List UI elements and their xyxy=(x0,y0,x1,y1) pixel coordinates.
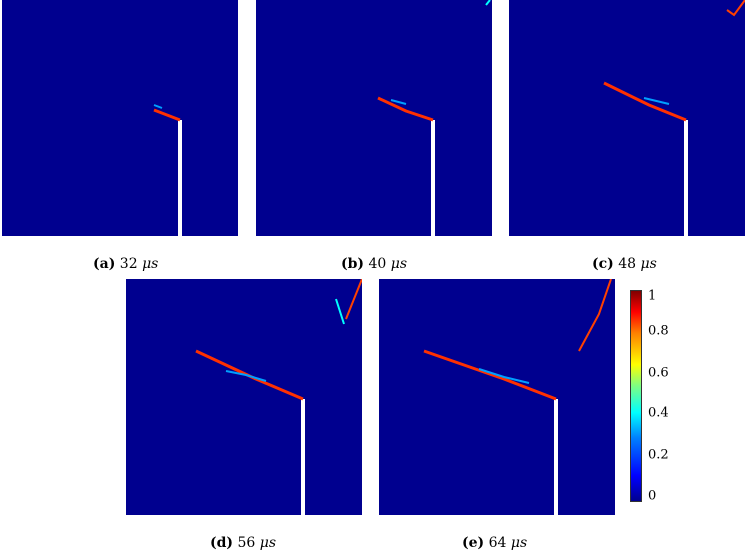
caption-a-unit: μs xyxy=(142,256,159,272)
notch xyxy=(684,120,688,236)
caption-e-unit: μs xyxy=(510,535,528,551)
panel-e-image xyxy=(379,279,615,515)
crack-halo xyxy=(643,97,670,105)
panel-c-field xyxy=(603,0,745,236)
caption-c-label: (c) xyxy=(592,256,614,272)
caption-e: (e) 64 μs xyxy=(462,535,527,551)
caption-b: (b) 40 μs xyxy=(341,256,407,272)
crack xyxy=(195,349,304,401)
corner-crack xyxy=(345,279,362,320)
caption-e-label: (e) xyxy=(462,535,485,551)
caption-b-value: 40 xyxy=(368,256,387,272)
crack xyxy=(377,96,434,122)
notch xyxy=(301,399,305,515)
colorbar-tick-0-2: 0.2 xyxy=(648,447,669,463)
colorbar-tick-1: 1 xyxy=(648,288,657,304)
corner-crack xyxy=(485,0,491,6)
caption-d-value: 56 xyxy=(237,535,256,551)
notch xyxy=(554,399,558,515)
crack-halo xyxy=(478,368,530,384)
caption-b-unit: μs xyxy=(390,256,408,272)
caption-e-value: 64 xyxy=(488,535,507,551)
notch xyxy=(178,120,182,236)
crack xyxy=(153,108,181,122)
corner-crack xyxy=(726,0,745,17)
panel-d-image xyxy=(126,279,362,515)
panel-e-field xyxy=(423,279,612,515)
caption-d-label: (d) xyxy=(210,535,234,551)
panel-b-image xyxy=(256,0,492,236)
panel-a-image xyxy=(2,0,238,236)
colorbar xyxy=(630,290,642,502)
crack-halo xyxy=(390,99,407,105)
corner-halo xyxy=(335,298,345,325)
crack xyxy=(423,349,557,401)
caption-d-unit: μs xyxy=(259,535,277,551)
caption-b-label: (b) xyxy=(341,256,365,272)
colorbar-tick-0-6: 0.6 xyxy=(648,365,669,381)
colorbar-tick-0-4: 0.4 xyxy=(648,405,669,421)
corner-crack xyxy=(578,279,612,352)
panel-d-field xyxy=(195,279,362,515)
crack-halo xyxy=(225,370,267,382)
crack xyxy=(603,81,687,122)
colorbar-tick-0-8: 0.8 xyxy=(648,323,669,339)
caption-a-label: (a) xyxy=(93,256,116,272)
panel-c-image xyxy=(509,0,745,236)
caption-a-value: 32 xyxy=(119,256,138,272)
crack-halo xyxy=(153,104,163,109)
caption-d: (d) 56 μs xyxy=(210,535,276,551)
panel-b-field xyxy=(377,0,491,236)
caption-a: (a) 32 μs xyxy=(93,256,158,272)
panel-a-field xyxy=(153,104,182,236)
caption-c-unit: μs xyxy=(640,256,657,272)
colorbar-tick-0: 0 xyxy=(648,488,657,504)
notch xyxy=(431,120,435,236)
caption-c: (c) 48 μs xyxy=(592,256,657,272)
caption-c-value: 48 xyxy=(618,256,637,272)
